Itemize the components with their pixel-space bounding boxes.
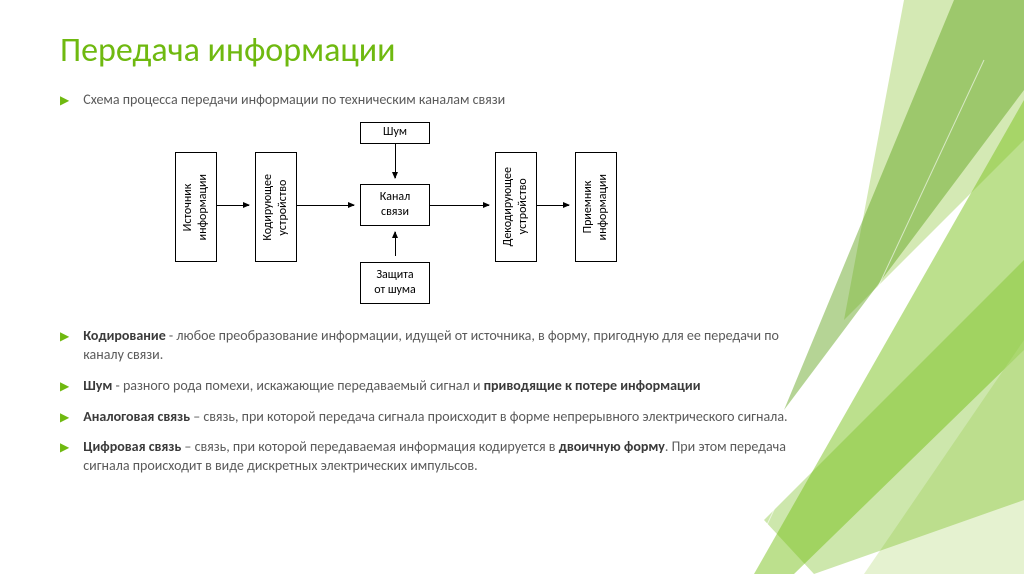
node-channel: Каналсвязи: [360, 184, 430, 226]
arrow-encoder-channel: [297, 205, 354, 206]
node-decoder: Декодирующееустройство: [495, 152, 537, 262]
bullet-marker-icon: ▶: [60, 329, 69, 345]
intro-bullet: ▶ Схема процесса передачи информации по …: [60, 91, 964, 110]
bullet-marker-icon: ▶: [60, 440, 69, 456]
transmission-diagram: Источникинформации Кодирующееустройство …: [175, 122, 695, 312]
bullet-marker-icon: ▶: [60, 93, 69, 109]
node-receiver: Приемникинформации: [575, 152, 617, 262]
node-protect: Защитаот шума: [360, 262, 430, 304]
definitions-list: ▶ Кодирование - любое преобразование инф…: [60, 327, 964, 476]
arrow-noise-channel: [395, 144, 396, 178]
bullet-marker-icon: ▶: [60, 410, 69, 426]
bullet-list: ▶ Схема процесса передачи информации по …: [60, 91, 964, 110]
node-noise: Шум: [360, 122, 430, 144]
bullet-analog: ▶ Аналоговая связь – связь, при которой …: [60, 408, 964, 427]
arrow-protect-channel: [395, 232, 396, 256]
slide-title: Передача информации: [60, 30, 964, 71]
bullet-noise: ▶ Шум - разного рода помехи, искажающие …: [60, 377, 964, 396]
arrow-decoder-receiver: [537, 205, 569, 206]
bullet-marker-icon: ▶: [60, 379, 69, 395]
node-encoder: Кодирующееустройство: [255, 152, 297, 262]
slide-content: Передача информации ▶ Схема процесса пер…: [0, 0, 1024, 508]
node-source: Источникинформации: [175, 152, 217, 262]
bullet-digital: ▶ Цифровая связь – связь, при которой пе…: [60, 438, 964, 476]
arrow-source-encoder: [217, 205, 249, 206]
arrow-channel-decoder: [430, 205, 489, 206]
bullet-coding: ▶ Кодирование - любое преобразование инф…: [60, 327, 964, 365]
intro-text: Схема процесса передачи информации по те…: [83, 91, 803, 110]
